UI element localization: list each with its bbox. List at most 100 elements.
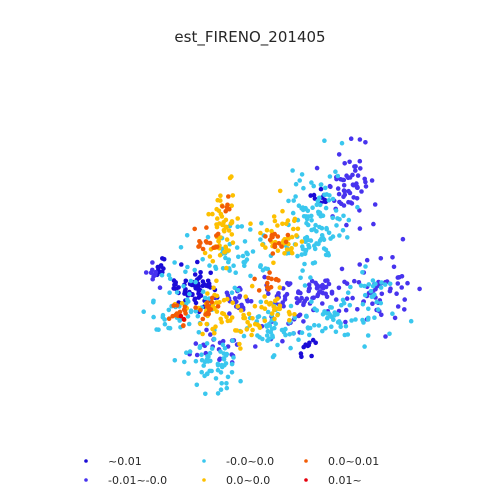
data-point	[215, 391, 221, 396]
data-point	[344, 281, 350, 286]
data-point	[342, 161, 348, 166]
data-point	[276, 241, 282, 246]
data-point	[291, 331, 296, 336]
data-point	[325, 278, 330, 283]
data-point	[290, 168, 295, 173]
data-point	[209, 295, 215, 301]
data-point	[399, 285, 405, 290]
data-point	[296, 313, 302, 319]
data-point	[295, 226, 301, 232]
data-point	[280, 338, 285, 344]
data-point	[357, 262, 363, 267]
data-point	[269, 276, 274, 282]
data-point	[245, 319, 250, 325]
data-point	[235, 224, 240, 229]
data-point	[395, 281, 401, 286]
data-point	[313, 280, 318, 286]
data-point	[225, 374, 231, 380]
data-point	[275, 223, 280, 228]
data-point	[238, 346, 243, 351]
data-point	[319, 236, 324, 242]
data-point	[342, 332, 348, 338]
data-point	[293, 181, 299, 187]
data-point	[316, 323, 322, 328]
data-point	[333, 297, 339, 302]
data-point	[207, 350, 213, 356]
data-point	[390, 254, 395, 260]
data-point	[371, 221, 376, 227]
data-point	[242, 259, 248, 265]
data-point	[241, 315, 246, 321]
data-point	[153, 269, 159, 275]
legend-item: 0.0~0.01	[304, 455, 379, 468]
data-point	[203, 312, 208, 317]
data-point	[310, 295, 315, 301]
data-point	[214, 278, 219, 284]
data-point	[213, 244, 219, 250]
data-point	[200, 246, 206, 252]
data-point	[242, 263, 247, 269]
data-point	[172, 260, 177, 265]
data-point	[317, 202, 323, 208]
data-point	[240, 253, 246, 259]
data-point	[327, 183, 333, 189]
data-point	[395, 304, 401, 309]
data-point	[182, 359, 187, 365]
data-point	[357, 226, 363, 231]
data-point	[362, 344, 367, 349]
data-point	[369, 178, 375, 183]
data-point	[224, 381, 229, 386]
data-point	[263, 234, 268, 239]
data-point	[320, 282, 325, 288]
data-point	[195, 259, 200, 265]
data-point	[187, 291, 192, 297]
data-point	[248, 273, 253, 279]
data-point	[186, 299, 191, 304]
data-point	[200, 279, 206, 284]
data-point	[215, 362, 221, 368]
data-point	[288, 303, 294, 309]
data-point	[302, 251, 308, 257]
data-point	[218, 387, 224, 393]
data-point	[390, 311, 395, 317]
data-point	[202, 373, 207, 379]
data-point	[269, 311, 275, 316]
data-point	[249, 332, 254, 338]
data-point	[195, 313, 201, 319]
data-point	[203, 391, 208, 397]
data-point	[339, 302, 344, 308]
data-point	[342, 188, 348, 194]
data-point	[364, 257, 370, 263]
data-point	[300, 268, 305, 273]
data-point	[353, 168, 358, 173]
legend-label: -0.0~0.0	[226, 455, 274, 468]
data-point	[198, 270, 203, 275]
data-point	[333, 169, 338, 174]
data-point	[388, 286, 393, 292]
data-point	[214, 293, 220, 299]
data-point	[213, 376, 219, 381]
data-point	[185, 264, 190, 270]
data-point	[302, 261, 307, 267]
data-point	[417, 286, 422, 292]
data-point	[256, 288, 262, 293]
data-point	[248, 299, 254, 304]
data-point	[352, 278, 357, 284]
data-point	[230, 240, 236, 245]
data-point	[264, 323, 269, 328]
data-point	[193, 309, 199, 314]
data-point	[187, 349, 193, 354]
data-point	[275, 312, 280, 318]
data-point	[308, 193, 314, 198]
data-point	[186, 371, 191, 376]
data-point	[294, 233, 299, 238]
data-point	[232, 285, 238, 291]
data-point	[150, 267, 155, 273]
data-point	[337, 217, 342, 222]
legend-label: 0.0~0.0	[226, 474, 270, 487]
data-point	[167, 325, 173, 331]
data-point	[273, 321, 279, 327]
data-point	[309, 227, 314, 233]
data-point	[223, 245, 229, 251]
